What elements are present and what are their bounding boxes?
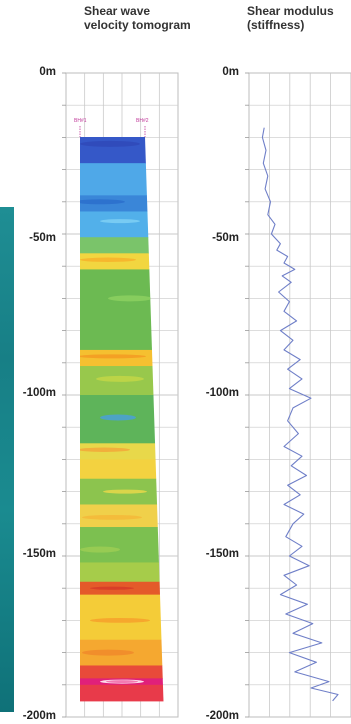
borehole-left-label: BH#1: [74, 118, 87, 124]
borehole-markers: BH#1 BH#2: [74, 118, 149, 137]
tomogram-ytick-1: -50m: [29, 232, 56, 244]
tomogram-ytick-4: -200m: [22, 710, 56, 722]
modulus-grid: [245, 72, 351, 718]
tomogram-blob-8: [80, 447, 130, 452]
tomogram-blob-7: [100, 414, 136, 421]
tomogram-blob-1: [80, 199, 125, 205]
tomogram-blob-16: [106, 680, 138, 683]
modulus-ytick-3: -150m: [205, 548, 239, 560]
tomogram-blob-0: [80, 140, 140, 147]
tomogram-blob-12: [90, 586, 134, 590]
tomogram-title-line1: Shear wave: [84, 4, 151, 18]
velocity-band-15: [80, 562, 164, 583]
velocity-band-10: [80, 443, 164, 460]
modulus-title-line1: Shear modulus: [247, 4, 334, 18]
tomogram-bands: [80, 137, 164, 702]
modulus-trace: [261, 127, 339, 702]
velocity-band-17: [80, 594, 164, 641]
tomogram-blob-5: [80, 354, 146, 359]
tomogram-title: Shear wave velocity tomogram: [84, 4, 191, 32]
tomogram-detail-blobs: [80, 140, 152, 684]
tomogram-ytick-2: -100m: [22, 387, 56, 399]
modulus-ytick-0: 0m: [222, 66, 239, 78]
tomogram-title-line2: velocity tomogram: [84, 18, 191, 32]
tomogram-blob-6: [96, 375, 144, 382]
teal-side-strip: [0, 207, 14, 712]
velocity-band-14: [80, 527, 164, 563]
tomogram-blob-14: [82, 649, 134, 656]
velocity-band-19: [80, 665, 164, 679]
velocity-band-21: [80, 684, 164, 702]
velocity-band-1: [80, 163, 164, 196]
velocity-band-4: [80, 237, 164, 254]
modulus-title: Shear modulus (stiffness): [247, 4, 334, 32]
tomogram-blob-10: [82, 514, 142, 520]
tomogram-blob-9: [103, 489, 147, 494]
tomogram-ytick-3: -150m: [22, 548, 56, 560]
tomogram-blob-13: [90, 618, 150, 623]
modulus-ytick-2: -100m: [205, 387, 239, 399]
velocity-band-11: [80, 459, 164, 480]
modulus-series-line: [261, 127, 339, 702]
tomogram-blob-3: [80, 257, 136, 262]
tomogram-blob-11: [80, 546, 120, 553]
modulus-title-line2: (stiffness): [247, 18, 305, 32]
velocity-band-6: [80, 269, 164, 351]
velocity-band-5: [80, 253, 164, 270]
borehole-right-label: BH#2: [136, 118, 149, 124]
modulus-ytick-1: -50m: [212, 232, 239, 244]
modulus-ytick-4: -200m: [205, 710, 239, 722]
tomogram-blob-4: [108, 295, 152, 302]
tomogram-ytick-0: 0m: [39, 66, 56, 78]
tomogram-blob-2: [100, 219, 140, 224]
